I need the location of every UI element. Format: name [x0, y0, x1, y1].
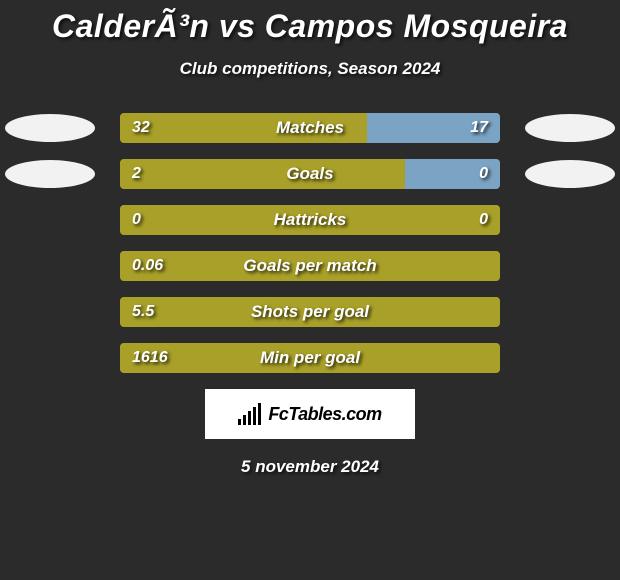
subtitle: Club competitions, Season 2024	[0, 59, 620, 79]
bar-segment-left	[120, 343, 500, 373]
stat-bar: 20Goals	[120, 159, 500, 189]
bar-segment-left	[120, 159, 405, 189]
avatar-slot-right	[520, 113, 620, 143]
bar-segment-right	[405, 159, 500, 189]
bar-segment-left	[120, 251, 500, 281]
stat-bar: 00Hattricks	[120, 205, 500, 235]
page-title: CalderÃ³n vs Campos Mosqueira	[0, 8, 620, 45]
bar-segment-left	[120, 297, 500, 327]
stat-rows: 3217Matches 20Goals 00Hattricks 0.06Goals p…	[0, 113, 620, 373]
stat-row: 20Goals	[0, 159, 620, 189]
fctables-logo: FcTables.com	[205, 389, 415, 439]
avatar-slot-right	[520, 251, 620, 281]
stat-bar: 0.06Goals per match	[120, 251, 500, 281]
player-avatar-right	[525, 160, 615, 188]
avatar-slot-right	[520, 297, 620, 327]
avatar-slot-right	[520, 159, 620, 189]
player-avatar-left	[5, 160, 95, 188]
avatar-slot-left	[0, 251, 100, 281]
date-label: 5 november 2024	[0, 457, 620, 477]
avatar-slot-right	[520, 343, 620, 373]
comparison-infographic: CalderÃ³n vs Campos Mosqueira Club compe…	[0, 0, 620, 477]
stat-row: 5.5Shots per goal	[0, 297, 620, 327]
avatar-slot-left	[0, 297, 100, 327]
stat-bar: 1616Min per goal	[120, 343, 500, 373]
player-avatar-right	[525, 114, 615, 142]
avatar-slot-right	[520, 205, 620, 235]
bar-segment-left	[120, 113, 367, 143]
avatar-slot-left	[0, 343, 100, 373]
stat-bar: 3217Matches	[120, 113, 500, 143]
logo-bars-icon	[238, 403, 264, 425]
avatar-slot-left	[0, 113, 100, 143]
avatar-slot-left	[0, 159, 100, 189]
bar-segment-left	[120, 205, 500, 235]
stat-bar: 5.5Shots per goal	[120, 297, 500, 327]
stat-row: 00Hattricks	[0, 205, 620, 235]
stat-row: 3217Matches	[0, 113, 620, 143]
logo-text: FcTables.com	[268, 404, 381, 425]
stat-row: 1616Min per goal	[0, 343, 620, 373]
bar-segment-right	[367, 113, 500, 143]
player-avatar-left	[5, 114, 95, 142]
avatar-slot-left	[0, 205, 100, 235]
stat-row: 0.06Goals per match	[0, 251, 620, 281]
